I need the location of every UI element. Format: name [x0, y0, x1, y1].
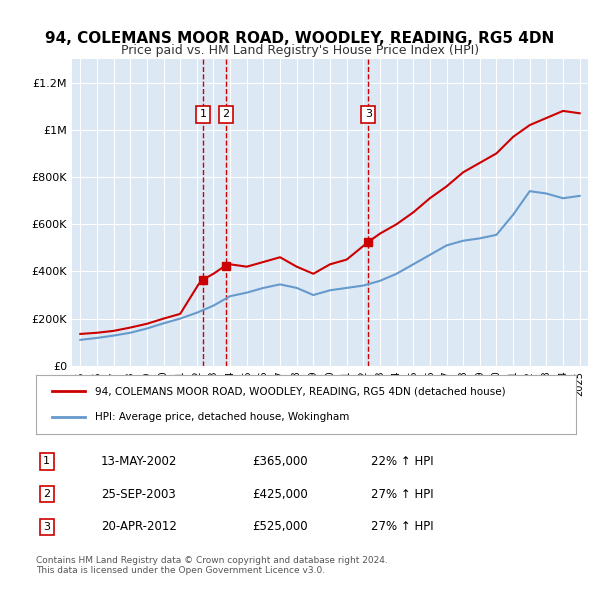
- Text: 20-APR-2012: 20-APR-2012: [101, 520, 176, 533]
- Text: 3: 3: [43, 522, 50, 532]
- Text: 94, COLEMANS MOOR ROAD, WOODLEY, READING, RG5 4DN: 94, COLEMANS MOOR ROAD, WOODLEY, READING…: [46, 31, 554, 46]
- Text: £525,000: £525,000: [252, 520, 308, 533]
- Text: 2: 2: [43, 489, 50, 499]
- Text: 13-MAY-2002: 13-MAY-2002: [101, 455, 177, 468]
- Text: 25-SEP-2003: 25-SEP-2003: [101, 487, 176, 501]
- Text: Price paid vs. HM Land Registry's House Price Index (HPI): Price paid vs. HM Land Registry's House …: [121, 44, 479, 57]
- Text: Contains HM Land Registry data © Crown copyright and database right 2024.: Contains HM Land Registry data © Crown c…: [36, 556, 388, 565]
- Text: 2: 2: [222, 109, 229, 119]
- Text: 27% ↑ HPI: 27% ↑ HPI: [371, 487, 433, 501]
- Text: 27% ↑ HPI: 27% ↑ HPI: [371, 520, 433, 533]
- Text: £365,000: £365,000: [252, 455, 308, 468]
- Text: £425,000: £425,000: [252, 487, 308, 501]
- Text: 1: 1: [43, 457, 50, 466]
- Text: This data is licensed under the Open Government Licence v3.0.: This data is licensed under the Open Gov…: [36, 566, 325, 575]
- Text: HPI: Average price, detached house, Wokingham: HPI: Average price, detached house, Woki…: [95, 412, 350, 422]
- Text: 94, COLEMANS MOOR ROAD, WOODLEY, READING, RG5 4DN (detached house): 94, COLEMANS MOOR ROAD, WOODLEY, READING…: [95, 386, 506, 396]
- Text: 3: 3: [365, 109, 372, 119]
- Text: 1: 1: [199, 109, 206, 119]
- Text: 22% ↑ HPI: 22% ↑ HPI: [371, 455, 433, 468]
